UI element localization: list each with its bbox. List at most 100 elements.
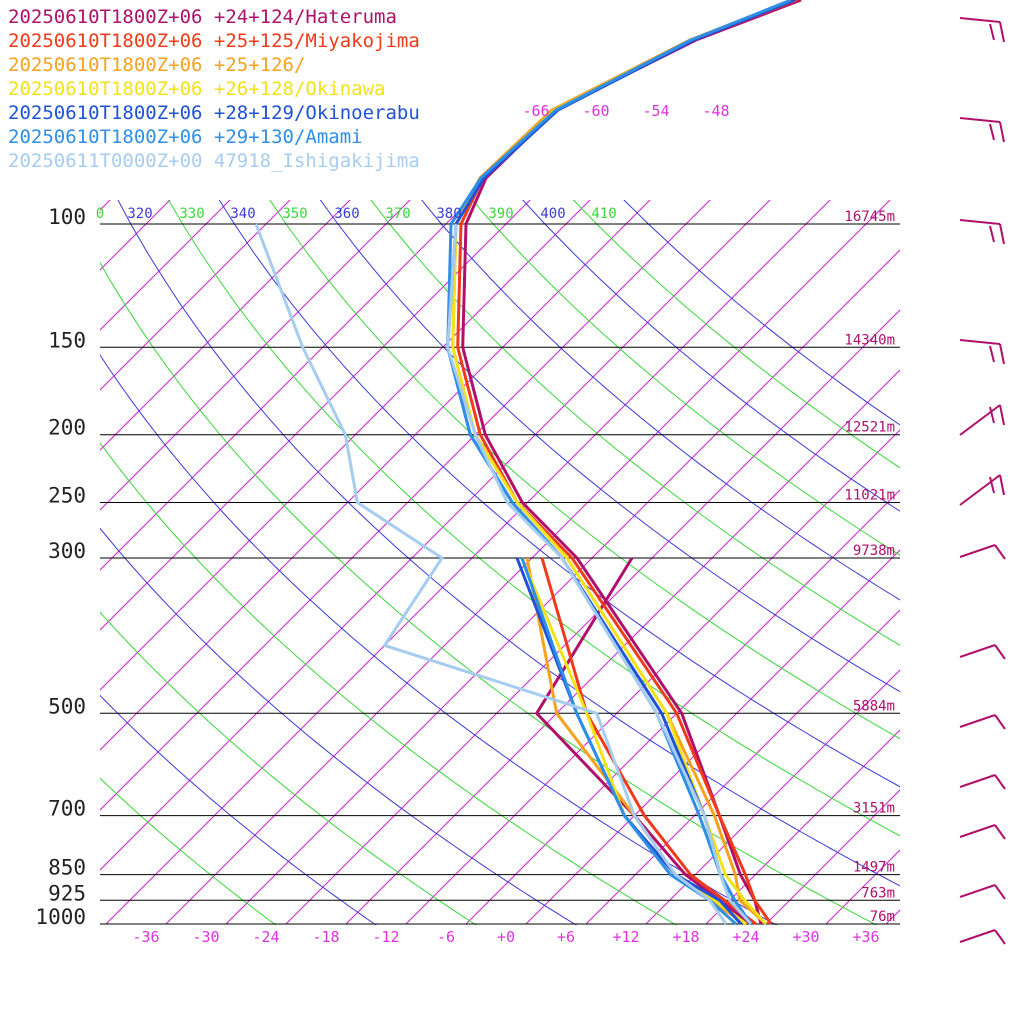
theta-label: 340 (230, 206, 255, 222)
theta-label: 330 (179, 206, 204, 222)
dry-adiabat-line (522, 200, 900, 512)
legend-entry: 20250610T1800Z+06 +24+124/Hateruma (8, 6, 397, 28)
series-dewpoint-line (520, 557, 738, 925)
top-isotherm-labels: -66 -60 -54 -48 (522, 102, 729, 120)
wind-barb-flag (989, 23, 995, 41)
wind-barb-flag (999, 404, 1005, 426)
wind-barb-flag (999, 121, 1005, 143)
wind-barb (959, 17, 1005, 43)
legend: 20250610T1800Z+06 +24+124/Hateruma202506… (8, 6, 420, 172)
wind-barb-shaft (959, 219, 1001, 225)
series-upper-trace (454, 0, 795, 225)
series-temperature-line (451, 223, 768, 925)
height-label: 14340m (844, 332, 895, 348)
wind-barb-shaft (959, 644, 996, 658)
wind-barb (959, 117, 1005, 143)
temperature-tick-label: +0 (497, 928, 515, 946)
isotherm-line (705, 729, 900, 925)
wind-barb-flag (994, 824, 1006, 840)
isotherm-line (100, 200, 651, 751)
isotherm-line (345, 369, 900, 925)
series-temperature-line (456, 223, 773, 925)
wind-barb-flag (989, 406, 995, 424)
wind-barb-shaft (959, 404, 1001, 436)
legend-entry: 20250610T1800Z+06 +25+125/Miyakojima (8, 30, 420, 52)
height-label: 11021m (844, 488, 895, 504)
theta-label: 370 (385, 206, 410, 222)
wind-barb-flag (994, 644, 1006, 660)
temperature-tick-label: +30 (792, 928, 819, 946)
wind-barb (959, 774, 1006, 790)
isotherm-line (0, 156, 34, 924)
height-label: 12521m (844, 420, 895, 436)
series-upper-trace (454, 0, 794, 225)
height-label: 9738m (853, 543, 895, 559)
height-label: 16745m (844, 209, 895, 225)
series-lines (254, 223, 773, 925)
series-temperature-line (461, 223, 763, 925)
temperature-tick-label: -6 (437, 928, 455, 946)
isotherm-line (100, 200, 771, 871)
series-upper-trace (449, 0, 792, 225)
height-label: 76m (870, 909, 895, 925)
isotherm-label: -48 (702, 102, 729, 120)
wind-barb (959, 929, 1006, 945)
wind-barb-shaft (959, 929, 996, 943)
series-upper-trace (464, 0, 802, 225)
dry-adiabat-line (623, 200, 900, 426)
wind-barb-flag (999, 343, 1005, 365)
series-temperature-line (451, 223, 768, 925)
wind-barb-shaft (959, 339, 1001, 345)
isotherm-line (765, 789, 900, 925)
series-dewpoint-line (515, 557, 743, 925)
legend-entry: 20250610T1800Z+06 +28+129/Okinoerabu (8, 102, 420, 124)
theta-label: 410 (591, 206, 616, 222)
wind-barb-flag (989, 225, 995, 243)
isotherm-label: -60 (582, 102, 609, 120)
isotherm-line (225, 249, 900, 925)
height-label: 5884m (853, 698, 895, 714)
isotherm-label: -54 (642, 102, 669, 120)
series-upper-trace (459, 0, 798, 225)
dry-adiabat-line (100, 261, 878, 925)
dry-adiabats (100, 200, 900, 925)
isotherm-line (645, 669, 900, 925)
theta-labels: 0 320 330 340 350 360 370 380 390 400 410 (96, 206, 617, 222)
wind-barb-shaft (959, 714, 996, 728)
wind-barb (959, 474, 1005, 506)
pressure-label: 850 (48, 856, 86, 880)
series-upper-trace (454, 0, 796, 225)
height-label: 3151m (853, 801, 895, 817)
temperature-tick-label: -12 (372, 928, 399, 946)
temperature-tick-label: +12 (612, 928, 639, 946)
wind-barb-flag (994, 714, 1006, 730)
temperature-tick-label: -18 (312, 928, 339, 946)
temperature-tick-label: +18 (672, 928, 699, 946)
wind-barb-flag (994, 884, 1006, 900)
pressure-label: 925 (48, 881, 86, 905)
pressure-label: 250 (48, 484, 86, 508)
series-dewpoint-line (254, 223, 728, 925)
pressure-label: 700 (48, 797, 86, 821)
wind-barb-flag (999, 474, 1005, 496)
isotherm-line (100, 200, 531, 631)
wind-barb (959, 884, 1006, 900)
temperature-tick-label: +24 (732, 928, 759, 946)
pressure-label: 300 (48, 539, 86, 563)
wind-barb-flag (994, 929, 1006, 945)
series-dewpoint-line (520, 557, 747, 925)
legend-entry: 20250611T0000Z+00 47918_Ishigakijima (8, 150, 420, 172)
isotherm-line (105, 200, 831, 925)
height-label: 763m (861, 885, 895, 901)
isotherm-line (100, 200, 171, 271)
series-temperature-line (446, 223, 753, 925)
legend-entry: 20250610T1800Z+06 +26+128/Okinawa (8, 78, 386, 100)
temperature-tick-label: -24 (252, 928, 279, 946)
dry-adiabat-line (100, 694, 377, 925)
dry-adiabat-line (167, 200, 900, 837)
wind-barb-flag (994, 774, 1006, 790)
isotherm-line (405, 429, 900, 925)
pressure-label: 200 (48, 416, 86, 440)
wind-barb-flag (999, 223, 1005, 245)
wind-barb-shaft (959, 774, 996, 788)
